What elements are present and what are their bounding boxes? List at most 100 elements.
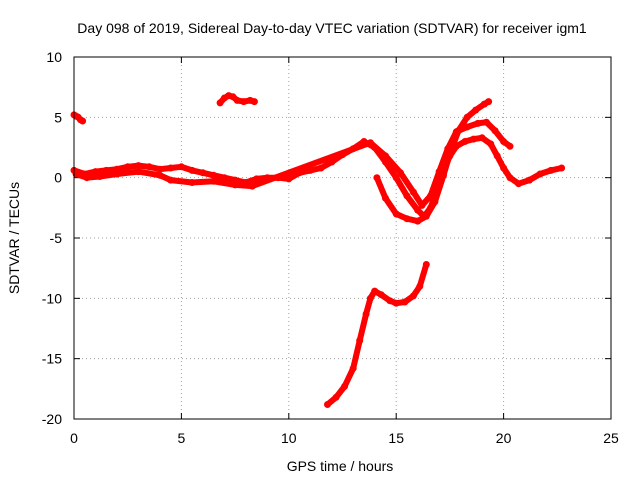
data-point (536, 170, 544, 178)
data-point (493, 152, 501, 160)
data-point (220, 174, 228, 182)
series-trace-c (373, 98, 493, 225)
data-point (409, 188, 417, 196)
x-axis-label: GPS time / hours (287, 458, 394, 474)
y-tick-label: -20 (42, 411, 62, 427)
data-point (485, 98, 493, 106)
data-point (167, 176, 175, 184)
series-trace-d (70, 111, 87, 125)
series-line (71, 134, 565, 220)
data-point (397, 169, 404, 177)
data-point (177, 163, 185, 171)
plot-frame (73, 56, 612, 420)
data-point (317, 164, 325, 172)
data-point (440, 171, 447, 179)
data-point (92, 168, 99, 176)
data-point (414, 217, 422, 225)
data-point (285, 175, 293, 183)
data-point (134, 168, 142, 176)
data-point (366, 139, 374, 147)
data-point (156, 171, 164, 179)
data-point (422, 261, 430, 268)
data-point (427, 192, 435, 200)
series-trace-b (72, 118, 514, 209)
data-point (474, 119, 482, 127)
data-point (188, 179, 196, 186)
y-tick-label: -15 (42, 351, 62, 367)
data-point (377, 291, 385, 299)
series-trace-f (324, 261, 430, 408)
data-point (102, 166, 110, 174)
data-point (506, 142, 514, 150)
data-point (356, 337, 364, 345)
data-point (431, 198, 439, 206)
data-point (332, 393, 340, 401)
x-tick-label: 10 (281, 430, 297, 446)
data-point (422, 212, 430, 220)
y-axis-label: SDTVAR / TECUs (6, 182, 22, 294)
data-point (349, 364, 357, 372)
x-tick-label: 15 (388, 430, 404, 446)
data-point (506, 174, 514, 182)
data-point (403, 215, 411, 223)
chart-title: Day 098 of 2019, Sidereal Day-to-day VTE… (77, 20, 587, 36)
data-point (461, 138, 469, 145)
data-point (124, 163, 132, 171)
data-point (83, 174, 91, 182)
data-point (79, 117, 87, 125)
series-trace-a (70, 134, 566, 220)
data-point (455, 127, 462, 135)
series-layer (70, 92, 566, 408)
data-point (482, 118, 490, 126)
data-point (547, 166, 555, 174)
data-point (199, 169, 207, 177)
data-point (253, 175, 261, 183)
series-line (324, 261, 430, 408)
data-point (240, 98, 248, 106)
data-point (418, 201, 426, 209)
y-tick-label: -10 (42, 290, 62, 306)
data-point (134, 162, 142, 170)
data-point (472, 106, 480, 114)
data-point (525, 176, 533, 184)
data-point (210, 171, 218, 179)
x-tick-label: 5 (178, 430, 186, 446)
y-tick-label: 0 (54, 170, 62, 186)
data-point (515, 180, 523, 188)
data-point (341, 382, 349, 390)
data-point (392, 174, 400, 182)
data-point (392, 210, 400, 218)
data-point (324, 401, 331, 408)
data-point (156, 165, 164, 173)
data-point (558, 164, 566, 172)
data-point (500, 138, 508, 145)
data-point (463, 113, 471, 121)
x-tick-label: 25 (603, 430, 619, 446)
data-point (188, 166, 196, 174)
grid (74, 57, 611, 419)
series-trace-e (216, 92, 258, 107)
data-point (446, 150, 454, 157)
data-point (416, 282, 424, 290)
data-point (409, 292, 417, 300)
data-point (231, 181, 239, 189)
data-point (401, 298, 409, 306)
data-point (250, 98, 258, 106)
data-point (371, 287, 379, 295)
data-point (403, 192, 411, 200)
data-point (96, 173, 104, 180)
data-point (366, 294, 374, 302)
data-point (248, 182, 256, 190)
data-point (386, 297, 394, 305)
data-point (306, 166, 314, 174)
x-tick-label: 20 (496, 430, 512, 446)
data-point (216, 99, 224, 107)
y-tick-label: 5 (54, 109, 62, 125)
data-point (362, 310, 370, 318)
y-tick-label: -5 (50, 230, 63, 246)
ticks: 0 5 10 15 20 25 -20 -15 -10 -5 0 5 10 (42, 49, 619, 446)
data-point (382, 194, 389, 202)
data-point (233, 96, 241, 104)
y-tick-label: 10 (46, 49, 62, 65)
